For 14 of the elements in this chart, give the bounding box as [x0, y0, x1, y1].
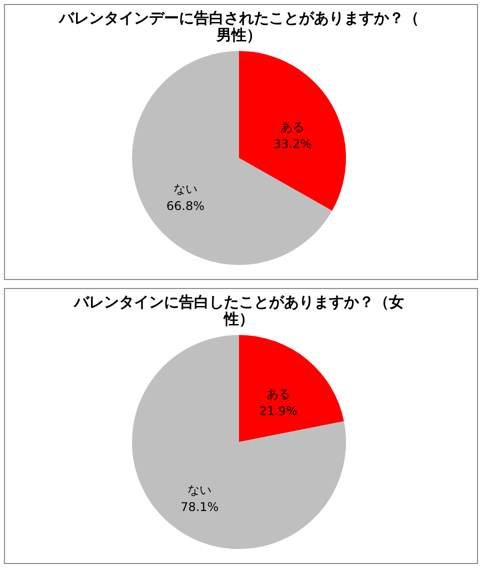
- chart-title: バレンタインに告白したことがありますか？（女性）: [73, 293, 404, 328]
- slice-label: ある: [280, 120, 305, 134]
- chart-title: バレンタインデーに告白されたことがありますか？（男性）: [58, 9, 419, 44]
- slice-label: ない: [188, 482, 212, 497]
- pie-slice: [132, 51, 332, 265]
- slice-label: ある: [266, 387, 290, 402]
- data-label: 21.9%: [259, 404, 298, 418]
- data-label: 33.2%: [274, 136, 312, 151]
- pie-slice: [132, 335, 346, 549]
- pie-slice: [239, 335, 344, 442]
- slice-label: ない: [173, 182, 198, 196]
- pie-slice: [239, 51, 346, 211]
- data-label: 66.8%: [166, 199, 204, 214]
- data-label: 78.1%: [180, 500, 219, 514]
